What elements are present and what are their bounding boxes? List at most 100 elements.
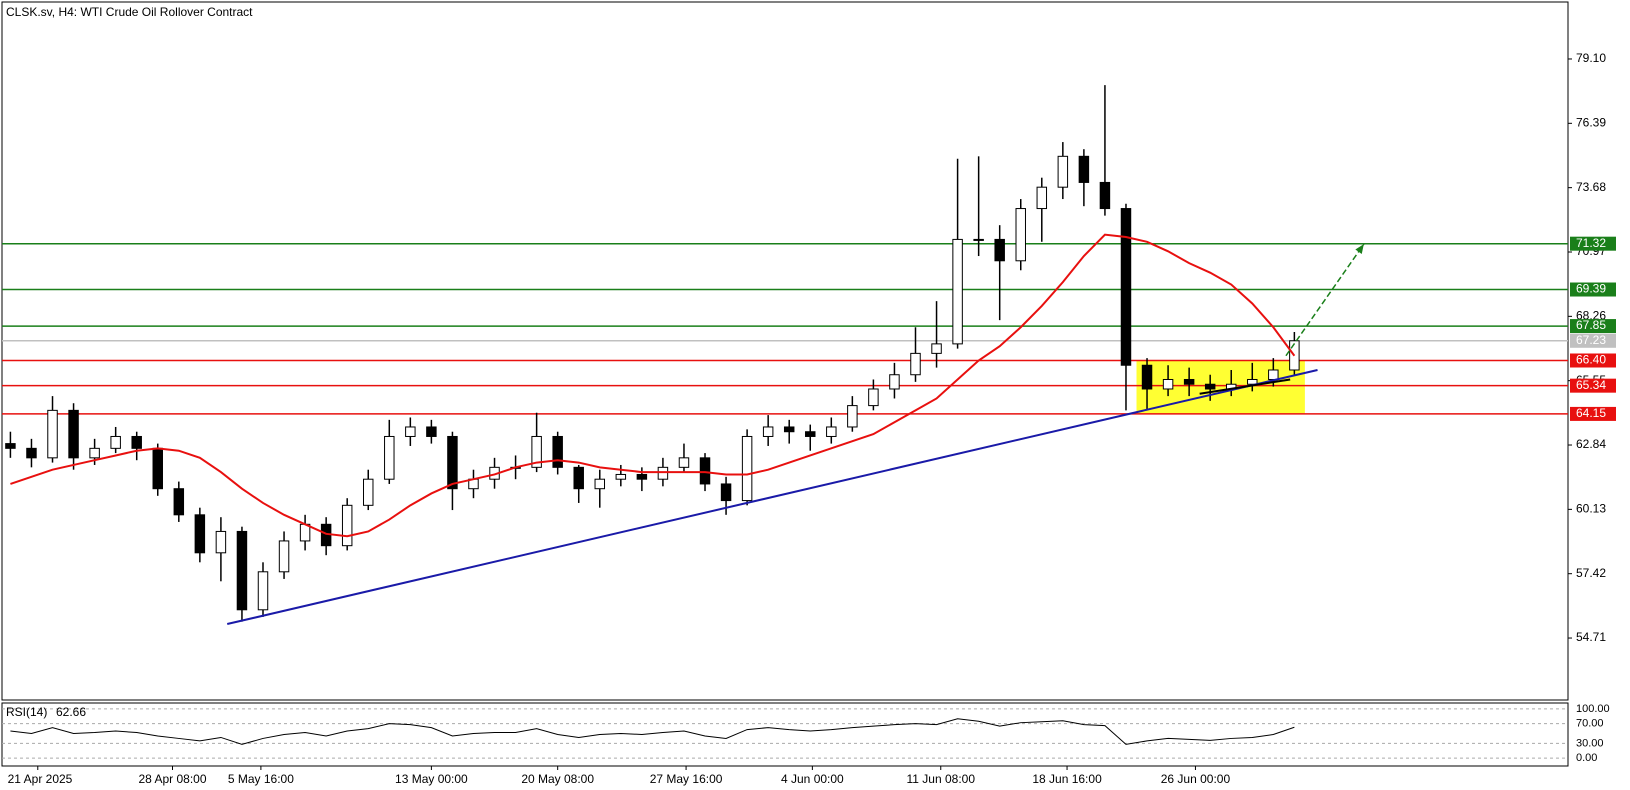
candle-body bbox=[1015, 208, 1026, 262]
candle-body bbox=[910, 352, 921, 376]
y-tick-label: 60.13 bbox=[1576, 502, 1606, 516]
candle-body bbox=[1078, 155, 1090, 183]
x-tick-label: 5 May 16:00 bbox=[228, 772, 294, 786]
candle-body bbox=[552, 435, 563, 468]
candle-body bbox=[1268, 369, 1279, 380]
rsi-tick-label: 70.00 bbox=[1576, 718, 1604, 730]
candle-body bbox=[215, 530, 227, 554]
candle-body bbox=[1204, 383, 1216, 390]
candle-body bbox=[89, 447, 100, 459]
candle-body bbox=[363, 478, 374, 506]
candle-body bbox=[1036, 186, 1048, 210]
chart-title: CLSK.sv, H4: WTI Crude Oil Rollover Cont… bbox=[6, 5, 253, 19]
candle-body bbox=[341, 504, 353, 547]
candle-body bbox=[173, 488, 185, 516]
x-tick-label: 20 May 08:00 bbox=[521, 772, 594, 786]
y-tick-label: 57.42 bbox=[1576, 566, 1606, 580]
candle-body bbox=[973, 238, 984, 241]
candle-body bbox=[805, 431, 816, 437]
candle-body bbox=[615, 473, 627, 480]
x-tick-label: 26 Jun 00:00 bbox=[1161, 772, 1231, 786]
rsi-last: 62.66 bbox=[56, 705, 86, 719]
level-label: 71.32 bbox=[1576, 236, 1606, 250]
level-label: 69.39 bbox=[1576, 282, 1606, 296]
trendline bbox=[1199, 378, 1291, 395]
candle-body bbox=[1183, 378, 1195, 385]
y-tick-label: 68.26 bbox=[1576, 309, 1606, 323]
x-tick-label: 28 Apr 08:00 bbox=[138, 772, 206, 786]
rsi-frame bbox=[1, 702, 1569, 767]
candle-body bbox=[994, 238, 1005, 262]
candle-body bbox=[762, 426, 774, 437]
candle-body bbox=[1120, 208, 1132, 366]
level-label-box bbox=[1570, 333, 1616, 348]
level-label: 67.85 bbox=[1576, 318, 1606, 332]
candle-body bbox=[931, 343, 942, 354]
x-tick-label: 21 Apr 2025 bbox=[8, 772, 73, 786]
level-label-box bbox=[1570, 282, 1616, 297]
candle-body bbox=[699, 457, 711, 485]
rsi-label: RSI(14) bbox=[6, 705, 47, 719]
candle-body bbox=[847, 405, 858, 428]
level-label-box bbox=[1570, 319, 1616, 334]
moving-average bbox=[10, 233, 1296, 538]
candle-body bbox=[1162, 378, 1174, 390]
candle-body bbox=[5, 443, 16, 449]
candle-body bbox=[889, 374, 900, 390]
candle-body bbox=[678, 457, 690, 468]
level-label: 65.34 bbox=[1576, 378, 1606, 392]
candle-body bbox=[278, 540, 290, 573]
candle-body bbox=[1057, 155, 1069, 188]
rsi-tick-label: 30.00 bbox=[1576, 737, 1604, 749]
candle-body bbox=[573, 466, 584, 490]
candle-body bbox=[1141, 364, 1153, 390]
candle-body bbox=[194, 514, 206, 554]
rsi-line bbox=[10, 718, 1295, 745]
trendline bbox=[226, 369, 1318, 626]
y-tick-label: 76.39 bbox=[1576, 115, 1606, 129]
x-tick-label: 11 Jun 08:00 bbox=[907, 772, 976, 786]
candle-body bbox=[868, 388, 879, 407]
x-tick-label: 18 Jun 16:00 bbox=[1032, 772, 1102, 786]
candle-body bbox=[384, 435, 395, 480]
level-label: 64.15 bbox=[1576, 406, 1606, 420]
candle-body bbox=[110, 435, 121, 449]
candle-body bbox=[131, 435, 142, 449]
candle-body bbox=[68, 409, 79, 459]
candle-body bbox=[826, 426, 837, 437]
y-tick-label: 54.71 bbox=[1576, 630, 1606, 644]
x-tick-label: 4 Jun 00:00 bbox=[781, 772, 844, 786]
candle-body bbox=[741, 435, 753, 502]
candle-body bbox=[952, 238, 963, 345]
candle-body bbox=[26, 447, 37, 459]
candle-body bbox=[1099, 181, 1111, 210]
x-tick-label: 13 May 00:00 bbox=[395, 772, 468, 786]
candle-body bbox=[447, 435, 458, 490]
level-label: 67.23 bbox=[1576, 333, 1606, 347]
candle-body bbox=[720, 483, 732, 502]
y-tick-label: 79.10 bbox=[1576, 51, 1606, 65]
candle-body bbox=[47, 409, 58, 459]
level-label-box bbox=[1570, 236, 1616, 251]
level-label: 66.40 bbox=[1576, 353, 1606, 367]
arrow-head bbox=[1355, 244, 1364, 254]
candle-body bbox=[152, 447, 163, 490]
level-label-box bbox=[1570, 378, 1616, 393]
rsi-tick-label: 100.00 bbox=[1576, 703, 1610, 715]
candle-body bbox=[636, 473, 648, 480]
candle-body bbox=[257, 571, 269, 611]
arrow bbox=[1285, 243, 1365, 357]
y-tick-label: 73.68 bbox=[1576, 180, 1606, 194]
rsi-tick-label: 0.00 bbox=[1576, 752, 1597, 764]
candle-body bbox=[594, 478, 606, 490]
x-tick-label: 27 May 16:00 bbox=[650, 772, 723, 786]
candle-body bbox=[783, 426, 795, 433]
y-tick-label: 62.84 bbox=[1576, 437, 1606, 451]
candle-body bbox=[426, 426, 437, 437]
candle-body bbox=[405, 426, 416, 437]
candle-body bbox=[236, 530, 248, 611]
candle-body bbox=[531, 435, 542, 468]
level-label-box bbox=[1570, 406, 1616, 421]
level-label-box bbox=[1570, 353, 1616, 368]
